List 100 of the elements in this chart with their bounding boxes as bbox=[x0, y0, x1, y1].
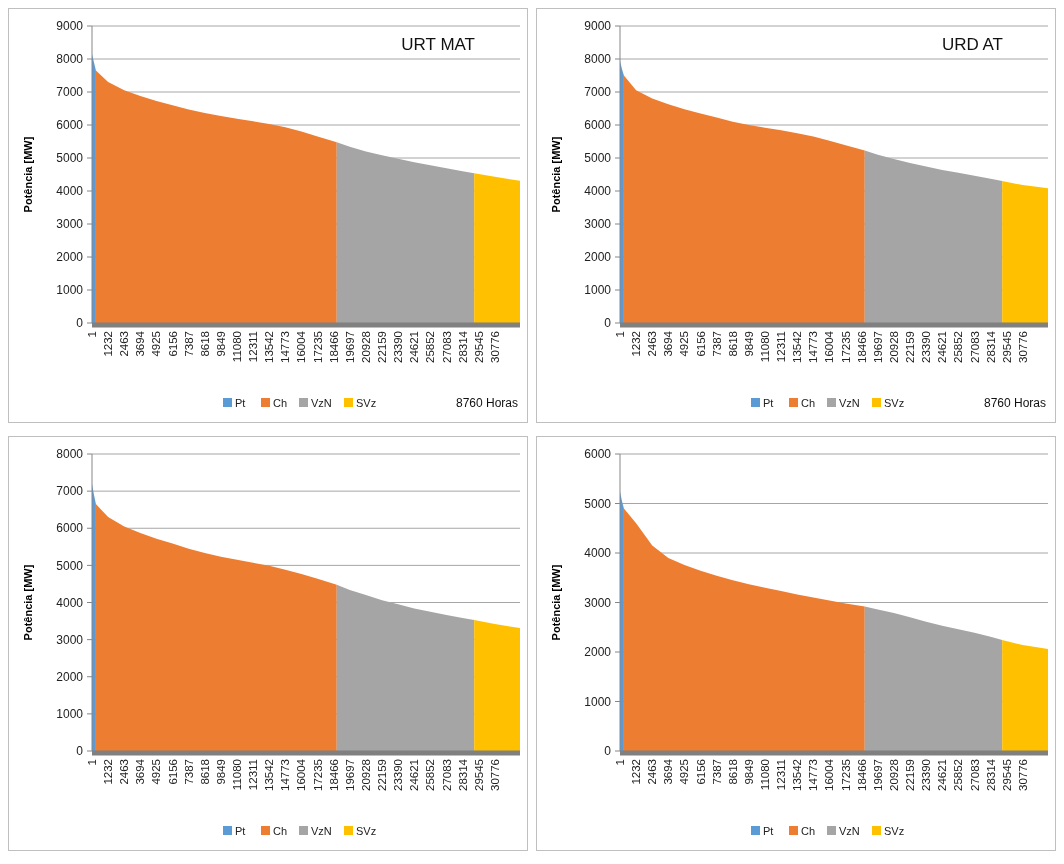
y-tick-label: 6000 bbox=[56, 521, 84, 536]
x-tick-label: 3694 bbox=[662, 330, 675, 357]
x-tick-label: 13542 bbox=[263, 759, 276, 791]
x-tick-label: 30776 bbox=[1016, 331, 1029, 363]
x-tick-label: 22159 bbox=[376, 759, 389, 791]
x-tick-label: 18466 bbox=[855, 759, 868, 791]
legend-label: Ch bbox=[801, 396, 816, 409]
x-tick-label: 13542 bbox=[263, 331, 276, 363]
text: URD AT bbox=[941, 35, 1003, 54]
x-tick-label: 1 bbox=[86, 331, 99, 338]
x-tick-label: 14773 bbox=[807, 759, 820, 791]
x-tick-label: 3694 bbox=[662, 758, 675, 785]
y-tick-label: 0 bbox=[604, 744, 612, 759]
x-tick-label: 17235 bbox=[311, 759, 324, 791]
y-tick-label: 5000 bbox=[584, 496, 612, 511]
x-tick-label: 11080 bbox=[759, 759, 772, 791]
x-tick-label: 25852 bbox=[424, 331, 437, 363]
y-tick-label: 8000 bbox=[584, 52, 612, 67]
x-tick-label: 11080 bbox=[231, 331, 244, 363]
x-tick-label: 6156 bbox=[166, 759, 179, 785]
legend-label: Ch bbox=[801, 824, 816, 837]
x-tick-label: 12311 bbox=[775, 331, 788, 363]
x-tick-label: 19697 bbox=[343, 331, 356, 363]
legend-label: VzN bbox=[839, 396, 860, 409]
x-tick-label: 22159 bbox=[376, 331, 389, 363]
x-tick-label: 29545 bbox=[1000, 759, 1013, 791]
x-tick-label: 24621 bbox=[936, 759, 949, 791]
text: 8760 Horas bbox=[983, 396, 1046, 410]
x-tick-label: 30776 bbox=[1016, 759, 1029, 791]
x-tick-label: 24621 bbox=[408, 331, 421, 363]
legend-label: SVz bbox=[356, 824, 377, 837]
x-tick-label: 20928 bbox=[359, 331, 372, 363]
x-tick-label: 1232 bbox=[102, 759, 115, 785]
x-tick-label: 28314 bbox=[984, 330, 997, 363]
legend-label: VzN bbox=[311, 824, 332, 837]
y-tick-label: 0 bbox=[76, 316, 84, 331]
y-tick-label: 4000 bbox=[56, 595, 84, 610]
y-tick-label: 3000 bbox=[56, 217, 84, 232]
x-tick-label: 6156 bbox=[694, 759, 707, 785]
x-tick-label: 1232 bbox=[630, 331, 643, 357]
x-tick-label: 8618 bbox=[198, 331, 211, 357]
x-tick-label: 8618 bbox=[726, 759, 739, 785]
x-tick-label: 4925 bbox=[150, 759, 163, 785]
x-tick-label: 16004 bbox=[823, 330, 836, 363]
y-tick-label: 8000 bbox=[56, 447, 84, 462]
x-tick-label: 9849 bbox=[742, 759, 755, 785]
x-tick-label: 29545 bbox=[472, 331, 485, 363]
y-axis-title: Potência [MW] bbox=[550, 564, 562, 641]
y-tick-label: 5000 bbox=[56, 558, 84, 573]
y-axis-title: Potência [MW] bbox=[22, 564, 34, 641]
x-tick-label: 11080 bbox=[759, 331, 772, 363]
y-tick-label: 3000 bbox=[584, 217, 612, 232]
x-tick-label: 27083 bbox=[440, 331, 453, 363]
x-tick-label: 12311 bbox=[247, 331, 260, 363]
y-tick-label: 4000 bbox=[56, 184, 84, 199]
x-tick-label: 30776 bbox=[488, 331, 501, 363]
x-tick-label: 1 bbox=[614, 331, 627, 338]
y-tick-label: 0 bbox=[604, 316, 612, 331]
y-tick-label: 2000 bbox=[56, 250, 84, 265]
x-tick-label: 23390 bbox=[392, 331, 405, 363]
legend-label: Pt bbox=[235, 396, 246, 409]
y-tick-label: 2000 bbox=[56, 669, 84, 684]
legend-label: Pt bbox=[763, 396, 774, 409]
text: URT MAT bbox=[401, 35, 475, 54]
x-tick-label: 2463 bbox=[118, 331, 131, 357]
x-tick-label: 16004 bbox=[295, 330, 308, 363]
x-tick-label: 28314 bbox=[456, 330, 469, 363]
x-tick-label: 19697 bbox=[343, 759, 356, 791]
y-axis-title: Potência [MW] bbox=[22, 136, 34, 213]
x-tick-label: 7387 bbox=[182, 331, 195, 357]
y-tick-label: 0 bbox=[76, 744, 84, 759]
x-tick-label: 27083 bbox=[968, 759, 981, 791]
y-tick-label: 1000 bbox=[584, 694, 612, 709]
x-tick-label: 1 bbox=[614, 759, 627, 766]
text: 8760 Horas bbox=[455, 396, 518, 410]
x-tick-label: 28314 bbox=[984, 758, 997, 791]
legend-label: Ch bbox=[273, 824, 288, 837]
x-tick-label: 27083 bbox=[440, 759, 453, 791]
x-tick-label: 6156 bbox=[166, 331, 179, 357]
y-tick-label: 2000 bbox=[584, 250, 612, 265]
x-tick-label: 22159 bbox=[904, 759, 917, 791]
y-tick-label: 4000 bbox=[584, 184, 612, 199]
y-tick-label: 3000 bbox=[56, 632, 84, 647]
x-tick-label: 2463 bbox=[118, 759, 131, 785]
x-tick-label: 25852 bbox=[424, 759, 437, 791]
y-tick-label: 1000 bbox=[56, 707, 84, 722]
x-tick-label: 18466 bbox=[327, 331, 340, 363]
y-tick-label: 1000 bbox=[584, 283, 612, 298]
x-tick-label: 14773 bbox=[807, 331, 820, 363]
x-tick-label: 4925 bbox=[678, 331, 691, 357]
y-tick-label: 8000 bbox=[56, 52, 84, 67]
x-tick-label: 24621 bbox=[936, 331, 949, 363]
y-tick-label: 7000 bbox=[584, 85, 612, 100]
x-tick-label: 22159 bbox=[904, 331, 917, 363]
x-tick-label: 1 bbox=[86, 759, 99, 766]
x-tick-label: 4925 bbox=[678, 759, 691, 785]
legend-label: SVz bbox=[884, 824, 905, 837]
y-tick-label: 7000 bbox=[56, 85, 84, 100]
y-tick-label: 3000 bbox=[584, 595, 612, 610]
legend-label: Pt bbox=[763, 824, 774, 837]
